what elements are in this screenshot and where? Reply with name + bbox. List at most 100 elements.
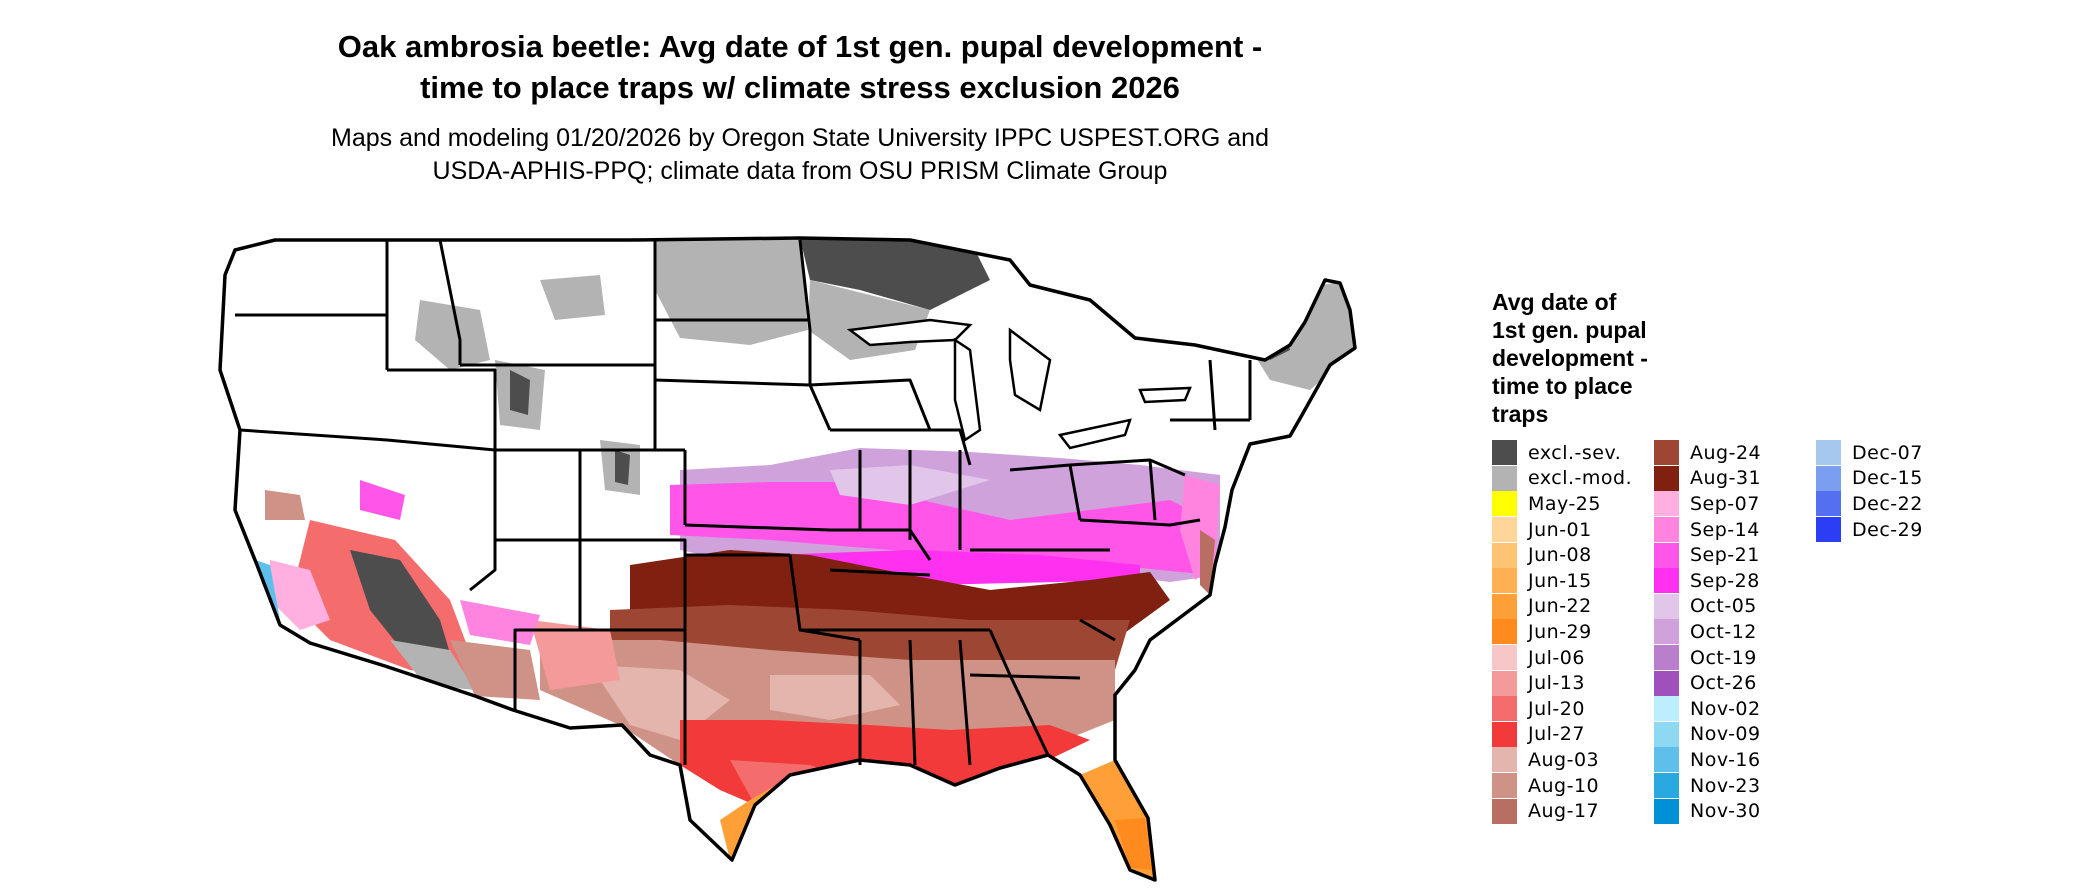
legend-item: Aug-24 xyxy=(1654,440,1816,466)
legend-column: Dec-07 Dec-15 Dec-22 Dec-29 xyxy=(1816,440,1978,824)
legend-item: Sep-28 xyxy=(1654,568,1816,594)
legend-label: Jun-01 xyxy=(1528,518,1592,541)
legend-item: Jul-27 xyxy=(1492,721,1654,748)
legend-item: excl.-sev. xyxy=(1492,440,1654,466)
legend-label: Nov-30 xyxy=(1690,800,1761,823)
legend-swatch xyxy=(1492,619,1517,645)
legend-swatch xyxy=(1654,721,1679,747)
legend-item: Jun-15 xyxy=(1492,568,1654,594)
legend-item: Dec-22 xyxy=(1816,491,1978,517)
legend-label: Sep-14 xyxy=(1690,518,1760,541)
legend-label: Jul-20 xyxy=(1528,697,1585,720)
legend-swatch xyxy=(1654,517,1679,543)
legend-item: Jun-22 xyxy=(1492,593,1654,620)
map-title-line-1: Oak ambrosia beetle: Avg date of 1st gen… xyxy=(337,29,1263,64)
legend-columns: excl.-sev. excl.-mod. May-25 Jun-01 Jun-08 Ju… xyxy=(1492,440,1978,824)
legend-title-line: time to place xyxy=(1492,373,1633,399)
legend-swatch xyxy=(1654,645,1679,671)
legend-item: Jul-13 xyxy=(1492,670,1654,696)
legend-swatch xyxy=(1654,593,1679,619)
legend-swatch xyxy=(1654,773,1679,799)
legend-label: Dec-07 xyxy=(1852,441,1923,464)
legend-label: Dec-22 xyxy=(1852,492,1923,515)
legend-label: Nov-16 xyxy=(1690,748,1761,771)
legend-title: Avg date of 1st gen. pupal development -… xyxy=(1492,288,1692,428)
legend-label: Nov-23 xyxy=(1690,774,1761,797)
legend-item: Nov-30 xyxy=(1654,798,1816,824)
legend-label: Aug-17 xyxy=(1528,800,1600,823)
legend-item: Sep-21 xyxy=(1654,542,1816,568)
legend-item: excl.-mod. xyxy=(1492,465,1654,492)
legend-swatch xyxy=(1654,696,1679,722)
legend-swatch xyxy=(1492,721,1517,747)
legend-item: Oct-26 xyxy=(1654,670,1816,696)
legend-label: Jun-22 xyxy=(1528,595,1592,618)
legend-label: Jul-06 xyxy=(1528,646,1585,669)
legend-swatch xyxy=(1654,440,1679,466)
map-subtitle-line-2: USDA-APHIS-PPQ; climate data from OSU PR… xyxy=(432,157,1168,185)
legend-item: Nov-09 xyxy=(1654,721,1816,748)
legend-label: Sep-07 xyxy=(1690,492,1760,515)
legend-label: Aug-31 xyxy=(1690,467,1762,490)
legend-column: excl.-sev. excl.-mod. May-25 Jun-01 Jun-08 Ju… xyxy=(1492,440,1654,824)
legend-item: Jun-29 xyxy=(1492,619,1654,645)
legend-item: Oct-12 xyxy=(1654,619,1816,645)
map-title-line-2: time to place traps w/ climate stress ex… xyxy=(420,70,1180,105)
legend-item: Jul-20 xyxy=(1492,696,1654,722)
state-boundaries xyxy=(235,239,1291,766)
legend-swatch xyxy=(1492,645,1517,671)
legend-item: Sep-14 xyxy=(1654,517,1816,543)
legend-label: Nov-09 xyxy=(1690,723,1761,746)
legend-swatch xyxy=(1816,517,1841,543)
legend-swatch xyxy=(1816,465,1841,491)
us-phenology-map xyxy=(218,236,1357,882)
legend-label: Oct-12 xyxy=(1690,620,1757,643)
us-outline xyxy=(218,236,1357,882)
legend-swatch xyxy=(1654,568,1679,594)
map-subtitle: Maps and modeling 01/20/2026 by Oregon S… xyxy=(300,122,1300,188)
legend-swatch xyxy=(1816,491,1841,517)
legend-label: excl.-sev. xyxy=(1528,441,1622,464)
legend-item: Jul-06 xyxy=(1492,645,1654,671)
legend-swatch xyxy=(1492,568,1517,594)
legend-swatch xyxy=(1654,491,1679,517)
legend-item: Aug-31 xyxy=(1654,465,1816,492)
legend-label: Sep-28 xyxy=(1690,569,1760,592)
legend-item: Aug-17 xyxy=(1492,798,1654,824)
legend-label: Oct-19 xyxy=(1690,646,1757,669)
legend-label: Nov-02 xyxy=(1690,697,1761,720)
legend-item: Nov-02 xyxy=(1654,696,1816,722)
legend-swatch xyxy=(1492,798,1517,824)
legend-label: Oct-26 xyxy=(1690,672,1757,695)
legend-label: Dec-15 xyxy=(1852,467,1923,490)
legend-label: Jul-27 xyxy=(1528,723,1585,746)
legend-label: May-25 xyxy=(1528,492,1601,515)
legend-swatch xyxy=(1492,440,1517,466)
legend-item: Dec-15 xyxy=(1816,465,1978,492)
legend-item: Nov-23 xyxy=(1654,773,1816,799)
legend-item: Aug-03 xyxy=(1492,747,1654,773)
map-legend: Avg date of 1st gen. pupal development -… xyxy=(1492,288,1978,824)
legend-label: Jul-13 xyxy=(1528,672,1585,695)
legend-swatch xyxy=(1492,696,1517,722)
legend-swatch xyxy=(1492,517,1517,543)
legend-item: Jun-08 xyxy=(1492,542,1654,568)
legend-title-line: development - xyxy=(1492,345,1648,371)
legend-swatch xyxy=(1492,542,1517,568)
legend-label: Jun-08 xyxy=(1528,544,1592,567)
great-lakes xyxy=(846,318,1192,450)
legend-swatch xyxy=(1654,465,1679,491)
legend-label: excl.-mod. xyxy=(1528,467,1633,490)
legend-swatch xyxy=(1492,747,1517,773)
map-subtitle-line-1: Maps and modeling 01/20/2026 by Oregon S… xyxy=(331,124,1269,152)
legend-swatch xyxy=(1654,542,1679,568)
map-title: Oak ambrosia beetle: Avg date of 1st gen… xyxy=(300,26,1300,108)
legend-label: Jun-15 xyxy=(1528,569,1592,592)
legend-item: Dec-29 xyxy=(1816,517,1978,543)
legend-label: Dec-29 xyxy=(1852,518,1923,541)
legend-item: Aug-10 xyxy=(1492,773,1654,799)
legend-column: Aug-24 Aug-31 Sep-07 Sep-14 Sep-21 Sep-28 Oct-… xyxy=(1654,440,1816,824)
legend-swatch xyxy=(1492,593,1517,619)
legend-title-line: 1st gen. pupal xyxy=(1492,317,1647,343)
legend-label: Aug-10 xyxy=(1528,774,1600,797)
